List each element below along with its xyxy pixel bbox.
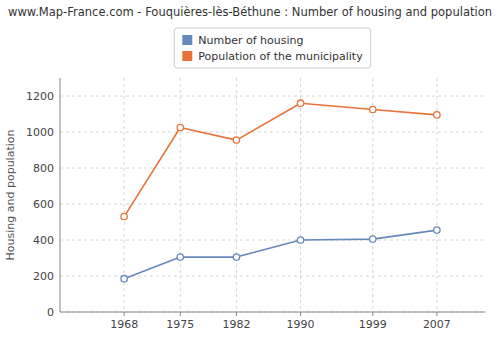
y-axis-label: Housing and population xyxy=(4,130,17,261)
x-tick-label: 1975 xyxy=(166,318,194,331)
series-line xyxy=(124,103,437,216)
x-tick-label: 2007 xyxy=(423,318,451,331)
series-marker xyxy=(233,254,239,260)
x-tick-label: 1999 xyxy=(359,318,387,331)
x-tick xyxy=(180,312,181,316)
series-marker xyxy=(434,227,440,233)
legend-swatch xyxy=(182,51,192,61)
legend-swatch xyxy=(182,35,192,45)
series-marker xyxy=(177,124,183,130)
x-tick xyxy=(436,312,437,316)
series-marker xyxy=(297,237,303,243)
x-tick xyxy=(372,312,373,316)
series-marker xyxy=(434,112,440,118)
y-grid-line xyxy=(60,312,485,313)
y-axis-line xyxy=(60,78,61,312)
title: www.Map-France.com - Fouquières-lès-Béth… xyxy=(8,5,492,19)
y-tick-label: 1200 xyxy=(26,90,54,103)
legend-label: Number of housing xyxy=(198,34,303,47)
x-axis-line xyxy=(60,312,485,313)
y-tick-label: 200 xyxy=(33,270,54,283)
series-marker xyxy=(233,137,239,143)
series-marker xyxy=(297,100,303,106)
series-marker xyxy=(370,106,376,112)
x-tick xyxy=(124,312,125,316)
y-tick-label: 400 xyxy=(33,234,54,247)
y-tick-label: 1000 xyxy=(26,126,54,139)
series-marker xyxy=(121,213,127,219)
x-grid-line xyxy=(236,78,237,312)
x-grid-line xyxy=(180,78,181,312)
series-marker xyxy=(177,254,183,260)
legend-label: Population of the municipality xyxy=(198,50,363,63)
x-grid-line xyxy=(300,78,301,312)
axes: 0 200 400 600 800 1000 1200 1968 1975 1982 1990 199… xyxy=(26,78,485,331)
series-marker xyxy=(370,236,376,242)
background xyxy=(0,0,500,340)
x-tick-label: 1982 xyxy=(222,318,250,331)
chart: www.Map-France.com - Fouquières-lès-Béth… xyxy=(0,0,500,340)
series-line xyxy=(124,230,437,279)
x-tick-label: 1968 xyxy=(110,318,138,331)
plot-area xyxy=(121,100,440,282)
x-tick xyxy=(236,312,237,316)
y-tick-label: 600 xyxy=(33,198,54,211)
x-tick xyxy=(300,312,301,316)
series-marker xyxy=(121,276,127,282)
chart-container: www.Map-France.com - Fouquières-lès-Béth… xyxy=(0,0,500,340)
legend-frame xyxy=(174,28,370,68)
y-tick-label: 0 xyxy=(47,306,54,319)
y-tick-label: 800 xyxy=(33,162,54,175)
x-tick-label: 1990 xyxy=(287,318,315,331)
legend: Number of housing Population of the munic… xyxy=(174,28,370,68)
